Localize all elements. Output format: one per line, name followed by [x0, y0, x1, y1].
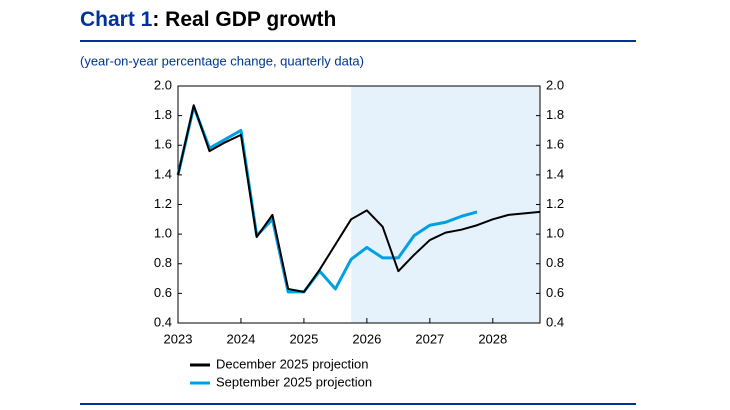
y-tick-label: 0.4 [154, 314, 172, 329]
y-tick-label: 0.8 [154, 255, 172, 270]
y-tick-label: 0.6 [154, 285, 172, 300]
y2-tick-label: 0.6 [546, 285, 564, 300]
y2-tick-label: 0.4 [546, 314, 564, 329]
y-tick-label: 2.0 [154, 77, 172, 92]
y-tick-label: 1.0 [154, 226, 172, 241]
chart-title: Chart 1: Real GDP growth [80, 8, 336, 31]
chart-title-text: : Real GDP growth [152, 8, 336, 31]
y2-tick-label: 0.8 [546, 255, 564, 270]
y2-tick-label: 1.6 [546, 137, 564, 152]
y-tick-label: 1.4 [154, 166, 172, 181]
x-tick-label: 2028 [478, 331, 507, 346]
projection-area [351, 86, 540, 323]
y2-tick-label: 1.8 [546, 107, 564, 122]
y-tick-label: 1.2 [154, 196, 172, 211]
legend-label: December 2025 projection [216, 356, 368, 371]
legend-label: September 2025 projection [216, 374, 372, 389]
y-tick-label: 1.6 [154, 137, 172, 152]
x-tick-label: 2025 [289, 331, 318, 346]
chart-subtitle: (year-on-year percentage change, quarter… [80, 53, 364, 68]
y2-tick-label: 1.2 [546, 196, 564, 211]
x-tick-label: 2027 [415, 331, 444, 346]
y2-tick-label: 2.0 [546, 77, 564, 92]
series-line [176, 105, 478, 294]
y-tick-label: 1.8 [154, 107, 172, 122]
x-tick-label: 2024 [226, 331, 255, 346]
x-tick-label: 2026 [352, 331, 381, 346]
chart-number: Chart 1 [80, 8, 153, 31]
series-line [177, 104, 541, 293]
y2-tick-label: 1.4 [546, 166, 564, 181]
y2-tick-label: 1.0 [546, 226, 564, 241]
x-tick-label: 2023 [164, 331, 193, 346]
